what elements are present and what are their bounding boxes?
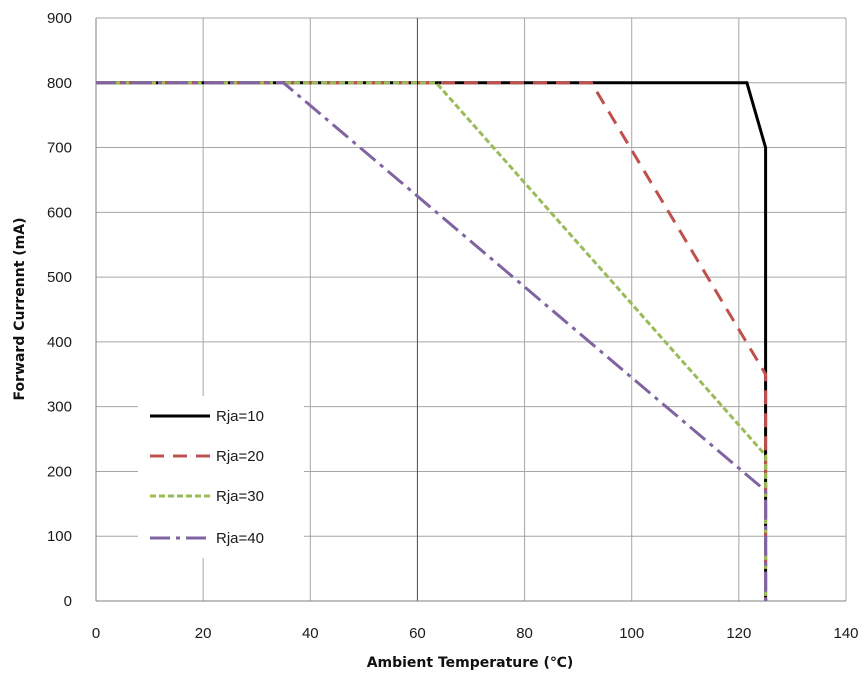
legend-box — [138, 396, 304, 558]
legend-label: Rja=20 — [216, 448, 264, 465]
y-tick-label: 400 — [47, 334, 72, 351]
x-tick-label: 0 — [92, 625, 100, 642]
y-tick-label: 600 — [47, 204, 72, 221]
y-tick-label: 500 — [47, 269, 72, 286]
y-tick-labels: 0 100 200 300 400 500 600 700 800 900 — [47, 10, 72, 610]
x-tick-label: 60 — [409, 625, 426, 642]
x-tick-label: 80 — [516, 625, 533, 642]
y-tick-label: 0 — [64, 593, 72, 610]
y-tick-label: 700 — [47, 140, 72, 157]
y-tick-label: 200 — [47, 463, 72, 480]
x-tick-label: 20 — [195, 625, 212, 642]
x-tick-labels: 0 20 40 60 80 100 120 140 — [92, 625, 859, 642]
x-tick-label: 100 — [619, 625, 644, 642]
legend-label: Rja=10 — [216, 408, 264, 425]
legend: Rja=10 Rja=20 Rja=30 Rja=40 — [138, 396, 304, 558]
series-line-rja-40 — [96, 81, 768, 601]
series-lines — [96, 81, 768, 601]
plot-border — [95, 18, 846, 602]
x-axis-title: Ambient Temperature (℃) — [367, 655, 574, 671]
y-axis-title: Forward Currennt (mA) — [12, 218, 28, 401]
y-tick-label: 800 — [47, 75, 72, 92]
x-tick-label: 140 — [833, 625, 858, 642]
x-tick-label: 40 — [302, 625, 319, 642]
x-tick-label: 120 — [726, 625, 751, 642]
legend-label: Rja=40 — [216, 530, 264, 547]
y-tick-label: 900 — [47, 10, 72, 27]
legend-label: Rja=30 — [216, 488, 264, 505]
y-tick-label: 100 — [47, 528, 72, 545]
y-tick-label: 300 — [47, 399, 72, 416]
